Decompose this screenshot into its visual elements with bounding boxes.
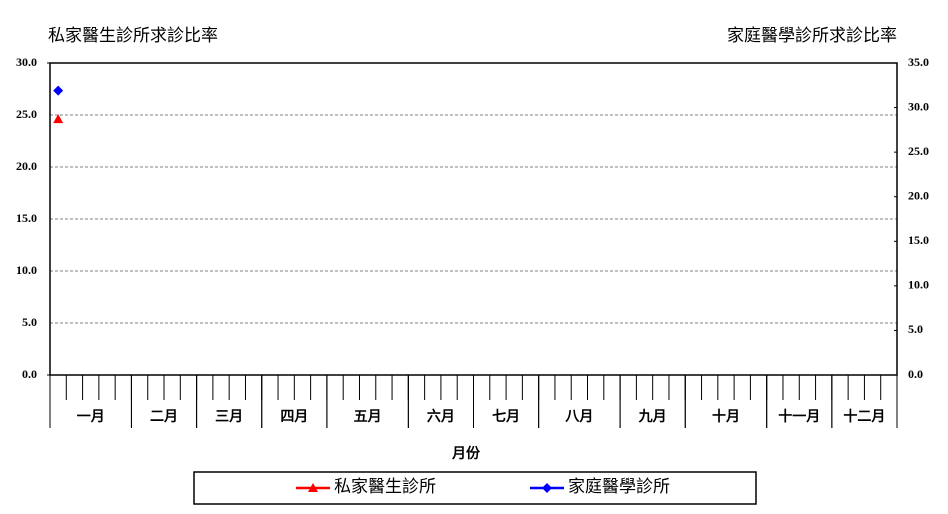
x-group-label: 三月 bbox=[215, 409, 243, 425]
x-group-label: 二月 bbox=[150, 409, 178, 425]
y2-tick-label: 25.0 bbox=[908, 144, 929, 158]
legend-box bbox=[193, 471, 757, 505]
x-group-label: 十二月 bbox=[843, 408, 885, 425]
x-group-label: 九月 bbox=[638, 409, 667, 425]
x-group-label: 十月 bbox=[712, 408, 740, 425]
y2-tick-label: 0.0 bbox=[908, 367, 923, 381]
y-tick-label: 10.0 bbox=[16, 263, 37, 277]
y-tick-label: 25.0 bbox=[16, 107, 37, 121]
y-tick-label: 5.0 bbox=[22, 315, 37, 329]
x-group-label: 八月 bbox=[564, 409, 593, 425]
y2-tick-label: 5.0 bbox=[908, 322, 923, 336]
marker bbox=[542, 483, 552, 493]
y-tick-label: 0.0 bbox=[22, 367, 37, 381]
marker bbox=[53, 114, 64, 124]
y2-tick-label: 35.0 bbox=[908, 55, 929, 69]
x-group-label: 一月 bbox=[77, 409, 105, 425]
y2-axis-title: 家庭醫學診所求診比率 bbox=[727, 26, 897, 45]
x-group-label: 六月 bbox=[427, 408, 455, 425]
y2-tick-label: 20.0 bbox=[908, 188, 929, 202]
y-axis-title: 私家醫生診所求診比率 bbox=[48, 26, 218, 45]
y2-tick-label: 10.0 bbox=[908, 278, 929, 292]
x-group-label: 四月 bbox=[280, 409, 308, 425]
y2-tick-label: 15.0 bbox=[908, 233, 929, 247]
marker bbox=[308, 483, 318, 492]
x-group-label: 十一月 bbox=[778, 408, 820, 425]
x-group-label: 五月 bbox=[354, 409, 382, 425]
y-tick-label: 30.0 bbox=[16, 55, 37, 69]
marker bbox=[53, 85, 64, 96]
y2-tick-label: 30.0 bbox=[908, 99, 929, 113]
legend-label: 私家醫生診所 bbox=[334, 477, 436, 496]
x-axis-title: 月份 bbox=[451, 445, 481, 462]
x-group-label: 七月 bbox=[492, 409, 520, 425]
y-tick-label: 20.0 bbox=[16, 159, 37, 173]
y-tick-label: 15.0 bbox=[16, 211, 37, 225]
legend-label: 家庭醫學診所 bbox=[568, 477, 670, 496]
